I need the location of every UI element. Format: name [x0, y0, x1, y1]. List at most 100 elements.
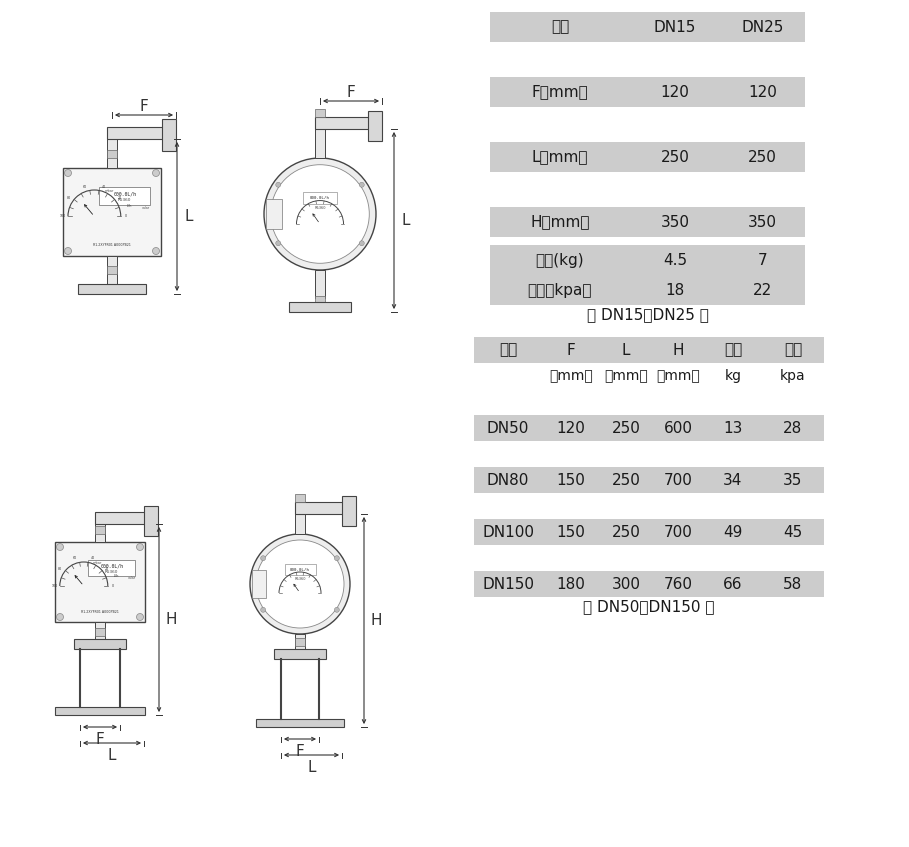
- Bar: [274, 649, 326, 659]
- Circle shape: [65, 169, 72, 176]
- Bar: [95, 518, 105, 542]
- Bar: [762, 519, 824, 545]
- Text: 700: 700: [664, 524, 693, 540]
- Bar: [542, 415, 600, 441]
- Text: 66: 66: [724, 577, 743, 591]
- Bar: [95, 622, 105, 642]
- Circle shape: [136, 544, 144, 551]
- Bar: [600, 337, 652, 363]
- Text: （mm）: （mm）: [549, 369, 593, 383]
- Bar: [474, 363, 542, 389]
- Bar: [55, 707, 145, 715]
- Bar: [315, 109, 325, 117]
- Text: 60: 60: [83, 185, 86, 189]
- Bar: [490, 142, 630, 172]
- Bar: [704, 467, 762, 493]
- Bar: [74, 639, 126, 649]
- Text: 40: 40: [91, 556, 95, 561]
- Text: 150: 150: [556, 473, 585, 488]
- Text: 口径: 口径: [551, 19, 569, 35]
- Bar: [252, 570, 266, 598]
- Text: mbar: mbar: [105, 189, 115, 193]
- Text: F: F: [346, 85, 355, 99]
- Bar: [652, 571, 704, 597]
- Bar: [107, 127, 167, 139]
- Bar: [630, 207, 720, 237]
- Bar: [630, 275, 720, 305]
- Text: 58: 58: [784, 577, 803, 591]
- Bar: [600, 571, 652, 597]
- Text: 13: 13: [724, 420, 743, 435]
- Bar: [630, 142, 720, 172]
- Text: L: L: [108, 748, 116, 762]
- Text: L/h: L/h: [126, 204, 132, 208]
- Text: 60: 60: [73, 556, 77, 561]
- Text: 000.0L/h: 000.0L/h: [100, 563, 124, 568]
- Text: 0: 0: [125, 214, 127, 219]
- Bar: [256, 719, 344, 727]
- Text: valar: valar: [127, 576, 135, 580]
- Bar: [95, 512, 149, 524]
- Bar: [600, 519, 652, 545]
- Text: 700: 700: [664, 473, 693, 488]
- Text: 180: 180: [556, 577, 585, 591]
- Text: 120: 120: [748, 85, 777, 99]
- Text: R1.2XYFR01 A000PB21: R1.2XYFR01 A000PB21: [93, 243, 131, 247]
- Circle shape: [256, 540, 344, 628]
- Text: （mm）: （mm）: [604, 369, 648, 383]
- Text: DN150: DN150: [482, 577, 534, 591]
- Bar: [704, 519, 762, 545]
- Bar: [295, 508, 305, 534]
- Bar: [762, 415, 824, 441]
- Text: 压捯（kpa）: 压捯（kpa）: [528, 283, 593, 297]
- Text: kpa: kpa: [780, 369, 805, 383]
- Bar: [368, 111, 382, 141]
- Circle shape: [153, 247, 159, 254]
- Bar: [720, 207, 805, 237]
- Bar: [295, 502, 347, 514]
- Text: 250: 250: [612, 524, 641, 540]
- Bar: [490, 275, 630, 305]
- Bar: [600, 467, 652, 493]
- Text: 18: 18: [665, 283, 684, 297]
- Circle shape: [335, 607, 339, 612]
- Circle shape: [261, 556, 265, 561]
- Text: 150: 150: [556, 524, 585, 540]
- Text: DN25: DN25: [742, 19, 784, 35]
- Bar: [720, 142, 805, 172]
- Bar: [490, 207, 630, 237]
- Bar: [99, 187, 150, 205]
- Bar: [720, 77, 805, 107]
- Text: F: F: [566, 342, 575, 357]
- Text: mbar: mbar: [93, 561, 103, 565]
- Bar: [762, 571, 824, 597]
- Text: H: H: [370, 613, 382, 628]
- Circle shape: [250, 534, 350, 634]
- Text: H: H: [673, 342, 684, 357]
- Text: 口径: 口径: [499, 342, 517, 357]
- Text: R1.2XYFR01 A000PB21: R1.2XYFR01 A000PB21: [81, 611, 119, 614]
- Circle shape: [56, 613, 64, 621]
- Bar: [107, 150, 117, 158]
- Bar: [542, 337, 600, 363]
- Text: （mm）: （mm）: [656, 369, 700, 383]
- Text: 120: 120: [556, 420, 585, 435]
- Text: DN80: DN80: [487, 473, 529, 488]
- Text: L（mm）: L（mm）: [532, 150, 588, 164]
- Text: 120: 120: [661, 85, 689, 99]
- Text: R5360: R5360: [118, 198, 132, 202]
- Bar: [55, 542, 145, 622]
- Circle shape: [153, 169, 159, 176]
- Text: 250: 250: [612, 420, 641, 435]
- Text: 80: 80: [67, 196, 71, 200]
- Bar: [704, 337, 762, 363]
- Text: F（mm）: F（mm）: [532, 85, 588, 99]
- Bar: [107, 266, 117, 274]
- Text: L: L: [622, 342, 630, 357]
- Text: L: L: [402, 213, 410, 228]
- Bar: [295, 494, 305, 502]
- Text: 000.0L/h: 000.0L/h: [114, 191, 136, 197]
- Bar: [107, 136, 117, 168]
- Text: 49: 49: [724, 524, 743, 540]
- Circle shape: [359, 182, 365, 187]
